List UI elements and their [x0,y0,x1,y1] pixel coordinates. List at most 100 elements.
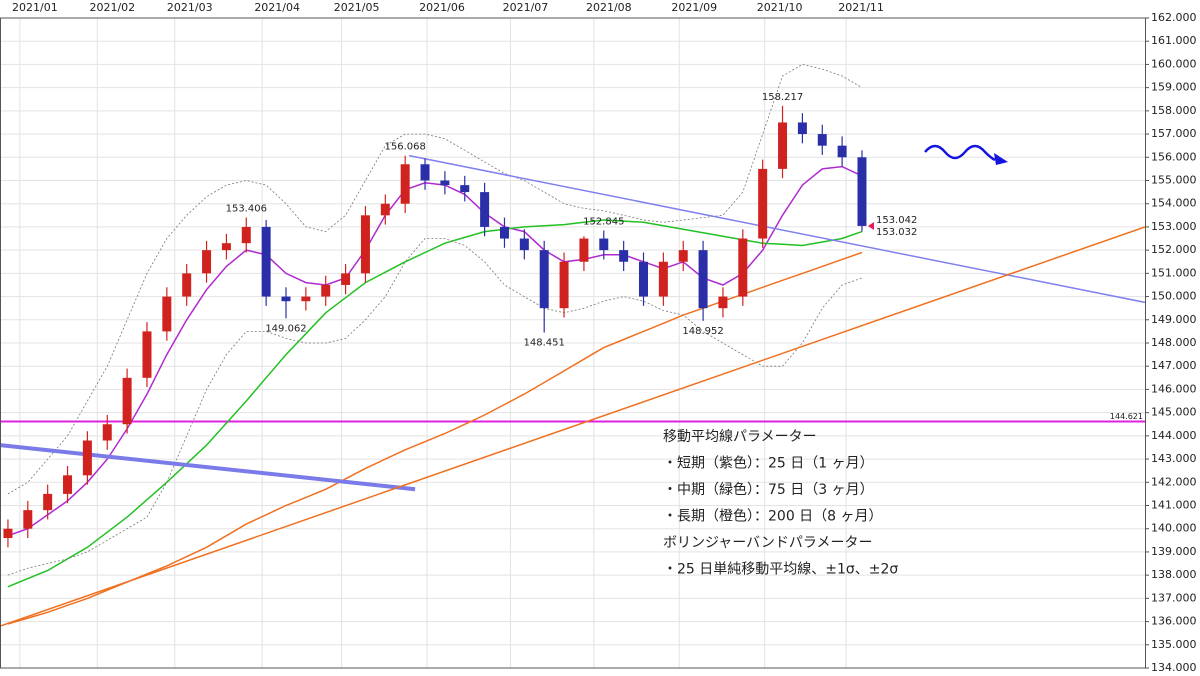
candle-body [221,243,231,251]
plot [0,63,1146,627]
candle-body [758,168,768,239]
last-price-label: 153.032 [876,227,917,238]
candle-body [579,238,589,262]
candle-body [639,261,649,297]
y-tick-label: 155.000 [1151,174,1197,187]
y-tick-label: 142.000 [1151,475,1197,488]
y-tick-label: 140.000 [1151,522,1197,535]
moving-average-line [7,219,863,588]
candle-body [857,157,867,226]
trend-line [408,154,1146,304]
candle-body [480,192,490,227]
candle-body [678,250,688,262]
y-tick-label: 152.000 [1151,243,1197,256]
candle-body [122,377,132,425]
price-annotation: 152.845 [583,217,624,228]
y-tick-label: 153.000 [1151,220,1197,233]
candle-body [182,273,192,297]
candle-body [420,164,430,181]
moving-average-line [7,165,863,537]
x-tick-label: 2021/04 [254,1,300,14]
candle-body [321,284,331,297]
candle-body [162,296,172,332]
note-text: ・25 日単純移動平均線、±1σ、±2σ [663,562,898,578]
candle-body [301,296,311,302]
x-tick-label: 2021/07 [503,1,549,14]
y-tick-label: 141.000 [1151,499,1197,512]
last-price-label: 153.042 [876,215,917,226]
x-tick-label: 2021/03 [167,1,213,14]
candle-body [539,250,549,309]
y-tick-label: 138.000 [1151,568,1197,581]
candle-body [261,226,271,297]
y-tick-label: 160.000 [1151,57,1197,70]
y-tick-label: 156.000 [1151,150,1197,163]
y-tick-label: 145.000 [1151,406,1197,419]
candle-body [400,164,410,204]
price-annotation: 148.451 [524,338,565,349]
candle-body [63,475,73,494]
trend-line [0,443,416,492]
y-tick-label: 150.000 [1151,290,1197,303]
y-tick-label: 148.000 [1151,336,1197,349]
candle-body [817,134,827,146]
candle-body [360,215,370,274]
x-tick-label: 2021/05 [334,1,380,14]
y-tick-label: 146.000 [1151,382,1197,395]
x-tick-label: 2021/02 [89,1,135,14]
candle-body [341,273,351,285]
y-tick-label: 154.000 [1151,197,1197,210]
x-tick-label: 2021/08 [586,1,632,14]
note-text: ・長期（橙色）：200 日（8 ヶ月） [663,508,883,525]
y-tick-label: 162.000 [1151,11,1197,24]
price-annotation: 149.062 [265,323,306,334]
y-tick-label: 157.000 [1151,127,1197,140]
candle-body [619,250,629,262]
candle-body [837,145,847,158]
y-tick-label: 151.000 [1151,266,1197,279]
y-tick-label: 149.000 [1151,313,1197,326]
candle-body [202,250,212,274]
y-tick-label: 137.000 [1151,591,1197,604]
candle-body [599,238,609,251]
candle-body [778,122,788,169]
price-annotation: 156.068 [384,142,425,153]
y-tick-label: 135.000 [1151,638,1197,651]
candle-body [797,122,807,135]
candle-body [82,440,92,476]
y-tick-label: 139.000 [1151,545,1197,558]
candle-body [102,424,112,441]
y-tick-label: 134.000 [1151,661,1197,674]
candle-body [23,510,33,529]
x-tick-label: 2021/09 [671,1,717,14]
last-price-marker [867,221,874,230]
note-text: ・中期（緑色）：75 日（3 ヶ月） [663,481,874,498]
arrow-head [994,153,1008,165]
y-tick-label: 136.000 [1151,615,1197,628]
moving-average-line [7,63,863,495]
y-tick-label: 144.000 [1151,429,1197,442]
note-text: ・短期（紫色）：25 日（1 ヶ月） [663,455,874,472]
candle-body [241,226,251,244]
y-tick-label: 147.000 [1151,359,1197,372]
y-tick-label: 161.000 [1151,34,1197,47]
y-tick-label: 143.000 [1151,452,1197,465]
candle-body [460,185,470,193]
x-tick-label: 2021/06 [419,1,465,14]
horizontal-line-label: 144.621 [1110,412,1143,421]
price-annotation: 148.952 [682,326,723,337]
note-text: 移動平均線パラメーター [663,429,817,445]
y-tick-label: 159.000 [1151,81,1197,94]
price-annotation: 153.406 [226,204,267,215]
x-tick-label: 2021/01 [12,1,58,14]
candle-body [380,203,390,216]
candle-body [142,331,152,378]
wave-arrow [924,144,996,162]
trend-line [0,226,1146,627]
candle-body [698,250,708,309]
price-annotation: 158.217 [762,92,803,103]
candle-body [440,180,450,186]
candle-body [43,493,53,511]
